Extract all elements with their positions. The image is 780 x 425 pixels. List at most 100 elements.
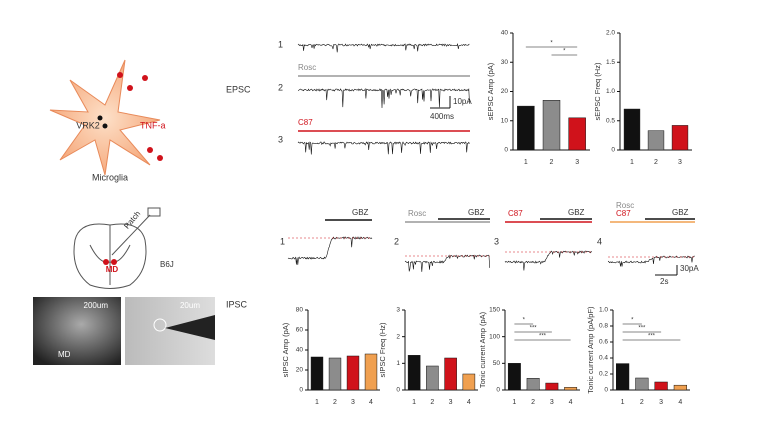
label: Rosc	[408, 209, 426, 218]
x-tick-label: 4	[369, 399, 373, 406]
md-spot	[103, 259, 109, 265]
bar	[526, 378, 540, 391]
label: VRK2	[76, 120, 100, 130]
label: TNF-a	[140, 120, 166, 130]
bar	[623, 108, 641, 151]
bar	[647, 130, 665, 151]
y-tick-label: 0.2	[599, 371, 608, 378]
trace-label: 1	[280, 236, 285, 246]
dot	[127, 85, 133, 91]
pipette	[165, 315, 215, 340]
y-tick-label: 0	[604, 387, 608, 394]
y-tick-label: 0	[299, 387, 303, 394]
bar	[426, 365, 439, 391]
bar	[671, 125, 689, 151]
y-tick-label: 1	[396, 360, 400, 367]
y-axis-label: sEPSC Freq (Hz)	[593, 62, 602, 120]
x-tick-label: 4	[569, 399, 573, 406]
y-tick-label: 60	[296, 327, 304, 334]
y-tick-label: 0	[496, 387, 500, 394]
y-axis-label: Tonic current Amp (pA/pF)	[586, 306, 595, 394]
y-tick-label: 150	[489, 307, 500, 314]
pipette	[111, 214, 151, 256]
scale-bar	[430, 96, 451, 109]
bar	[517, 105, 535, 151]
y-tick-label: 0.6	[599, 339, 608, 346]
bar	[564, 387, 578, 391]
x-tick-label: 2	[333, 399, 337, 406]
x-tick-label: 1	[630, 159, 634, 166]
label: Microglia	[92, 172, 128, 182]
y-tick-label: 0.4	[599, 355, 608, 362]
y-tick-label: 10	[501, 117, 509, 124]
scale-label: 2s	[660, 277, 668, 286]
y-tick-label: 1.5	[606, 59, 615, 66]
x-tick-label: 3	[678, 159, 682, 166]
significance: ***	[530, 326, 538, 332]
label: B6J	[160, 260, 174, 269]
x-tick-label: 1	[512, 399, 516, 406]
section-label: IPSC	[226, 299, 248, 309]
y-tick-label: 1.0	[606, 88, 615, 95]
bar	[407, 355, 421, 391]
trace-label: 2	[278, 82, 283, 92]
label: GBZ	[352, 208, 369, 217]
scale-label: 10pA	[453, 97, 472, 106]
label: Patch	[122, 209, 142, 230]
amplifier	[147, 207, 161, 217]
bar	[635, 377, 649, 391]
label: C87	[298, 118, 313, 127]
trace	[298, 87, 470, 109]
y-tick-label: 1.0	[599, 307, 608, 314]
x-tick-label: 2	[430, 399, 434, 406]
label: C87	[508, 209, 523, 218]
dot	[102, 123, 108, 129]
trace-label: 3	[278, 134, 283, 144]
y-tick-label: 2	[396, 333, 400, 340]
bar	[328, 357, 342, 391]
label: GBZ	[568, 208, 585, 217]
x-tick-label: 2	[640, 399, 644, 406]
x-tick-label: 3	[575, 159, 579, 166]
trace	[297, 43, 470, 53]
dot	[147, 147, 153, 153]
x-tick-label: 3	[550, 399, 554, 406]
cell	[153, 318, 167, 332]
scale-label: 200um	[84, 301, 109, 310]
x-tick-label: 3	[351, 399, 355, 406]
x-tick-label: 3	[449, 399, 453, 406]
x-tick-label: 1	[621, 399, 625, 406]
x-tick-label: 1	[315, 399, 319, 406]
x-tick-label: 4	[467, 399, 471, 406]
y-axis-label: sEPSC Amp (pA)	[486, 62, 495, 120]
significance: *	[631, 318, 634, 324]
x-tick-label: 3	[659, 399, 663, 406]
label: Rosc	[616, 201, 634, 210]
y-tick-label: 0	[396, 387, 400, 394]
bar	[568, 117, 586, 151]
y-tick-label: 30	[501, 59, 509, 66]
x-tick-label: 4	[678, 399, 682, 406]
trace-label: 2	[394, 236, 399, 246]
trace	[404, 254, 490, 272]
x-tick-label: 2	[550, 159, 554, 166]
x-tick-label: 2	[531, 399, 535, 406]
bar	[346, 355, 360, 391]
trace-label: 3	[494, 236, 499, 246]
y-tick-label: 20	[501, 88, 509, 95]
microglia-cell	[49, 59, 161, 176]
label: C87	[616, 209, 631, 218]
trace	[287, 236, 373, 265]
bar	[542, 100, 561, 151]
trace-label: 1	[278, 39, 283, 49]
label: MD	[106, 265, 119, 274]
brain	[73, 223, 147, 289]
scale-bar	[655, 265, 678, 276]
micrograph	[33, 297, 121, 365]
significance: ***	[539, 334, 547, 340]
y-tick-label: 20	[296, 367, 304, 374]
bar	[462, 373, 476, 391]
dot	[97, 115, 103, 121]
